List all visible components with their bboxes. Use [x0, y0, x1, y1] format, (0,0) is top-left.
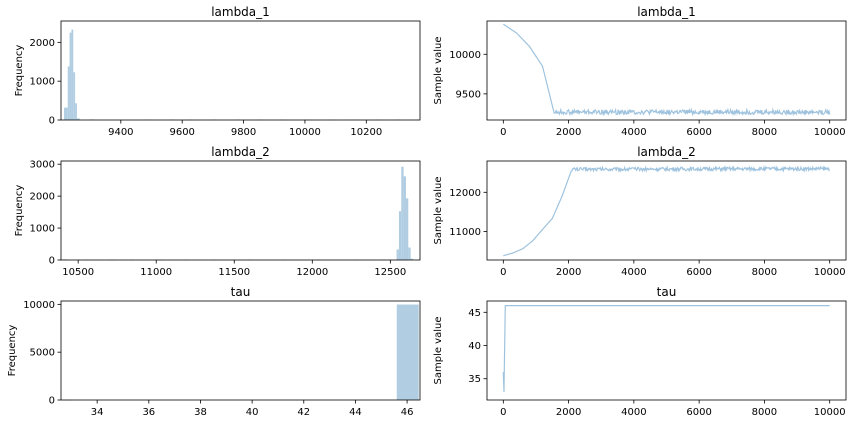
histogram-bar — [75, 103, 77, 120]
axes-frame — [60, 20, 421, 121]
histogram-bar — [408, 247, 411, 260]
y-axis-label: Sample value — [433, 37, 444, 105]
subplot-title: tau — [657, 285, 677, 299]
y-axis-label: Frequency — [14, 185, 25, 237]
y-tick-label: 0 — [49, 396, 55, 407]
subplot-title: lambda_1 — [211, 5, 270, 19]
x-tick-label: 8000 — [752, 267, 777, 278]
x-tick-label: 46 — [401, 407, 414, 418]
subplot-title: lambda_1 — [637, 5, 696, 19]
subplot-title: lambda_2 — [211, 145, 270, 159]
y-tick-label: 2000 — [30, 38, 55, 49]
trace-line — [503, 164, 831, 257]
x-tick-label: 36 — [142, 407, 155, 418]
y-tick-label: 10000 — [449, 50, 481, 61]
trace-line — [502, 23, 831, 117]
y-tick-label: 45 — [468, 308, 481, 319]
x-tick-label: 6000 — [686, 407, 711, 418]
axes-frame — [60, 160, 421, 261]
y-tick-label: 1000 — [30, 224, 55, 235]
y-tick-label: 40 — [468, 341, 481, 352]
subplot-4: 0 2000 4000 6000 8000 10000 11000 12000 lambda_2… — [433, 145, 847, 278]
y-tick-label: 0 — [49, 116, 55, 127]
x-tick-label: 6000 — [686, 127, 711, 138]
axes-frame — [60, 300, 421, 401]
y-tick-label: 5000 — [30, 348, 55, 359]
x-tick-label: 10000 — [814, 127, 846, 138]
x-tick-label: 9600 — [169, 127, 194, 138]
y-tick-label: 0 — [49, 256, 55, 267]
histogram-bar — [405, 198, 409, 260]
y-axis-label: Sample value — [433, 177, 444, 245]
x-tick-label: 0 — [500, 127, 506, 138]
x-tick-label: 4000 — [621, 127, 646, 138]
histogram-bar — [67, 66, 70, 120]
histogram-bar — [69, 32, 72, 120]
x-tick-label: 9800 — [231, 127, 256, 138]
x-tick-label: 0 — [500, 267, 506, 278]
histogram-bar — [396, 249, 399, 260]
y-tick-label: 2000 — [30, 192, 55, 203]
x-tick-label: 12500 — [374, 267, 406, 278]
subplot-5: 34 36 38 40 42 44 46 0 5000 10000 tau Frequency — [7, 285, 421, 418]
x-tick-label: 4000 — [621, 407, 646, 418]
x-tick-label: 10200 — [350, 127, 382, 138]
histogram-bar — [403, 176, 406, 260]
subplot-3: 10500 11000 11500 12000 12500 0 1000 2000 3000 la… — [14, 145, 421, 278]
x-tick-label: 6000 — [686, 267, 711, 278]
x-tick-label: 34 — [91, 407, 104, 418]
x-tick-label: 10000 — [814, 267, 846, 278]
subplot-6: 0 2000 4000 6000 8000 10000 35 40 45 tau Sample va… — [433, 285, 847, 418]
subplot-1: 9400 9600 9800 10000 10200 0 1000 2000 lambda_1 F… — [14, 5, 421, 138]
subplot-2: 0 2000 4000 6000 8000 10000 9500 10000 lambda_1 S… — [433, 5, 847, 138]
x-tick-label: 8000 — [752, 407, 777, 418]
axes-frame — [486, 300, 847, 401]
y-axis-label: Sample value — [433, 317, 444, 385]
y-tick-label: 3000 — [30, 160, 55, 171]
trace-line — [502, 305, 830, 393]
y-tick-label: 35 — [468, 374, 481, 385]
y-tick-label: 11000 — [449, 227, 481, 238]
histogram-bar — [398, 211, 402, 260]
y-axis-label: Frequency — [14, 45, 25, 97]
histogram-bar — [76, 118, 80, 120]
x-tick-label: 10000 — [814, 407, 846, 418]
subplot-title: tau — [231, 285, 251, 299]
y-tick-label: 10000 — [23, 300, 55, 311]
histogram-bar — [71, 29, 74, 120]
x-tick-label: 42 — [297, 407, 310, 418]
x-tick-label: 2000 — [556, 407, 581, 418]
x-tick-label: 11000 — [140, 267, 172, 278]
x-tick-label: 11500 — [218, 267, 250, 278]
y-tick-label: 9500 — [456, 89, 481, 100]
x-tick-label: 40 — [246, 407, 259, 418]
x-tick-label: 2000 — [556, 267, 581, 278]
y-tick-label: 12000 — [449, 188, 481, 199]
y-tick-label: 1000 — [30, 77, 55, 88]
histogram-bar — [73, 72, 76, 120]
x-tick-label: 38 — [194, 407, 207, 418]
axes-frame — [486, 160, 847, 261]
x-tick-label: 44 — [349, 407, 362, 418]
y-axis-label: Frequency — [7, 325, 18, 377]
subplot-title: lambda_2 — [637, 145, 696, 159]
x-tick-label: 10000 — [289, 127, 321, 138]
x-tick-label: 8000 — [752, 127, 777, 138]
x-tick-label: 10500 — [62, 267, 94, 278]
x-tick-label: 9400 — [108, 127, 133, 138]
axes-frame — [486, 20, 847, 121]
x-tick-label: 0 — [500, 407, 506, 418]
x-tick-label: 2000 — [556, 127, 581, 138]
x-tick-label: 4000 — [621, 267, 646, 278]
x-tick-label: 12000 — [296, 267, 328, 278]
histogram-bar — [410, 258, 413, 260]
histogram-bar — [401, 166, 404, 260]
histogram-bar — [64, 107, 68, 120]
histogram-bar — [396, 304, 419, 400]
